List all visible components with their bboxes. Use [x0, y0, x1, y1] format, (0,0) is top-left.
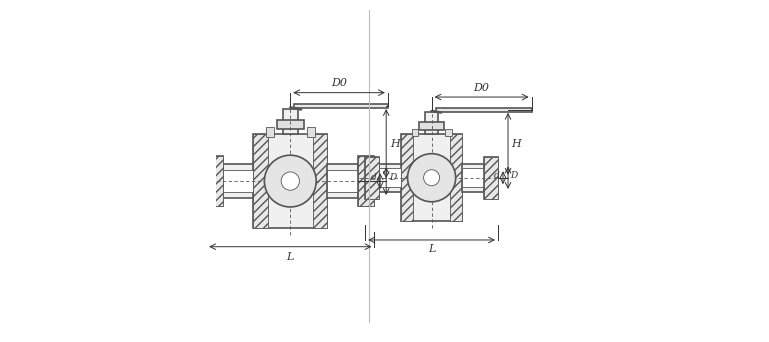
Circle shape	[281, 172, 299, 190]
Polygon shape	[221, 170, 253, 192]
Text: d: d	[494, 171, 500, 180]
Polygon shape	[462, 163, 484, 192]
Text: D: D	[511, 171, 518, 180]
Polygon shape	[462, 168, 486, 187]
Polygon shape	[425, 112, 438, 134]
Polygon shape	[283, 109, 298, 134]
Circle shape	[424, 170, 440, 186]
Polygon shape	[277, 120, 304, 129]
Polygon shape	[358, 156, 375, 206]
Text: H: H	[511, 139, 521, 149]
Polygon shape	[445, 129, 451, 136]
Text: L: L	[428, 244, 435, 254]
Text: L: L	[287, 252, 294, 262]
Polygon shape	[365, 157, 378, 199]
Polygon shape	[377, 168, 401, 187]
Polygon shape	[365, 157, 378, 199]
Polygon shape	[266, 127, 274, 137]
Polygon shape	[307, 127, 315, 137]
Text: D: D	[389, 173, 396, 182]
Polygon shape	[484, 157, 498, 199]
Polygon shape	[295, 104, 388, 108]
Polygon shape	[411, 129, 418, 136]
Polygon shape	[206, 156, 223, 206]
Polygon shape	[378, 163, 401, 192]
Polygon shape	[420, 122, 444, 130]
Polygon shape	[206, 156, 223, 206]
Polygon shape	[436, 108, 531, 111]
Polygon shape	[328, 170, 359, 192]
Polygon shape	[450, 134, 462, 222]
Text: D0: D0	[474, 83, 490, 93]
Polygon shape	[253, 134, 268, 228]
Polygon shape	[328, 164, 358, 198]
Polygon shape	[253, 134, 328, 228]
Polygon shape	[223, 164, 253, 198]
Circle shape	[265, 155, 316, 207]
Polygon shape	[358, 156, 375, 206]
Polygon shape	[401, 134, 462, 222]
Circle shape	[408, 154, 456, 202]
Text: H: H	[390, 139, 400, 149]
Polygon shape	[312, 134, 328, 228]
Polygon shape	[401, 134, 414, 222]
Polygon shape	[484, 157, 498, 199]
Text: d: d	[371, 173, 376, 182]
Text: D0: D0	[331, 78, 347, 88]
